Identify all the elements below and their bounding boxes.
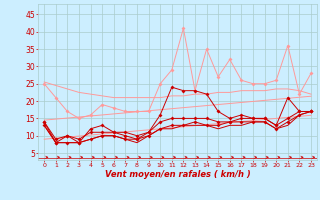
X-axis label: Vent moyen/en rafales ( km/h ): Vent moyen/en rafales ( km/h ) xyxy=(105,170,251,179)
